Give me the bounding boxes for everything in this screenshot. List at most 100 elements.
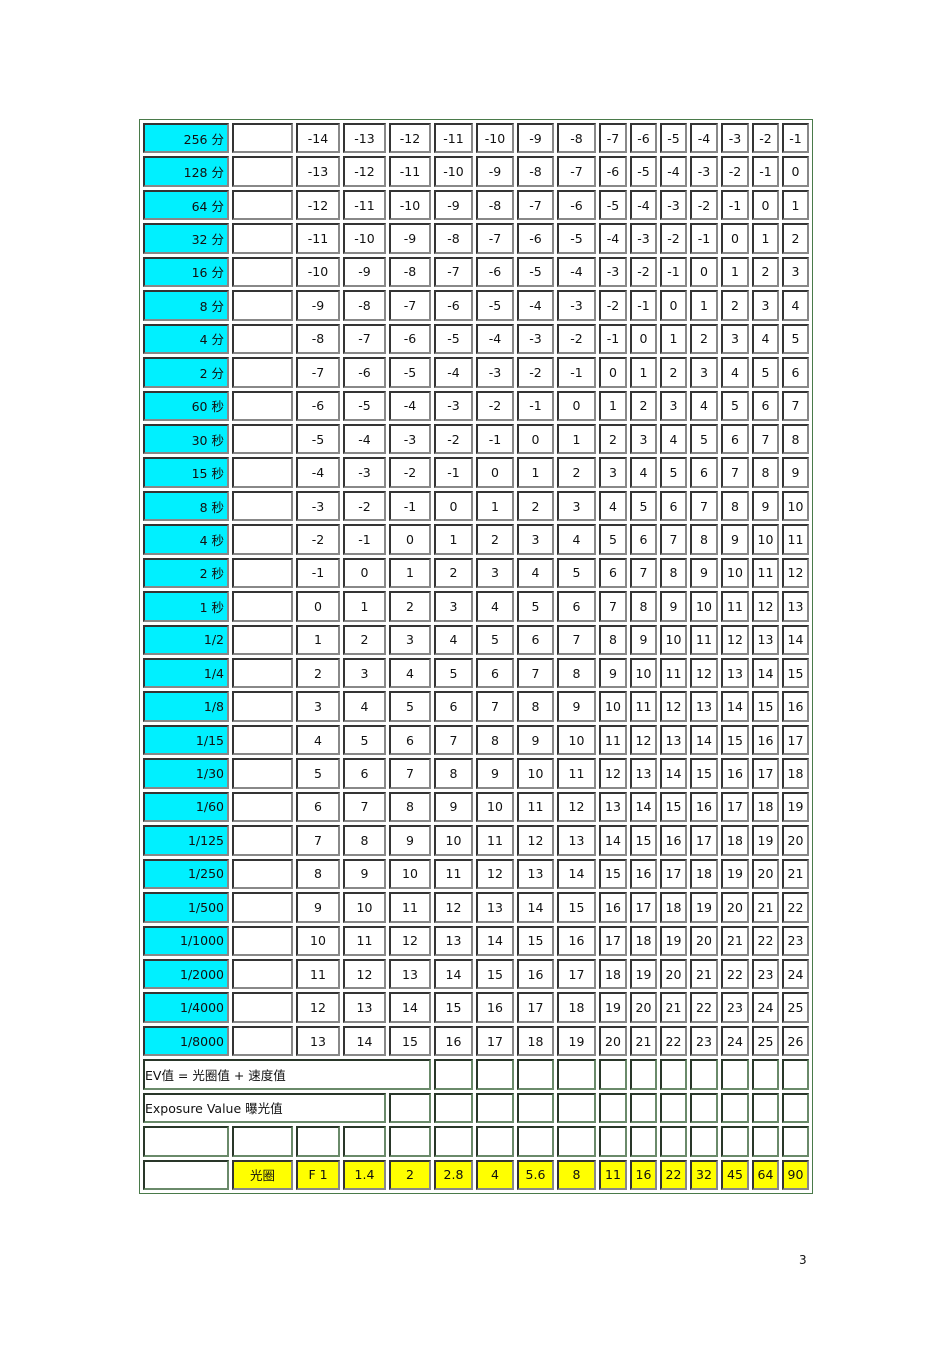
ev-value-cell: 0 [752, 189, 779, 221]
ev-value-cell: -9 [476, 156, 514, 187]
ev-value-cell: 9 [296, 892, 340, 923]
ev-value-cell: 3 [782, 256, 809, 288]
table-row: 64 分 -12 -11 -10 -9 -8 -7 -6 -5 -4 -3 -2 -1 0 1 [143, 189, 809, 221]
empty-cell [660, 1059, 687, 1090]
ev-value-cell: 25 [782, 992, 809, 1023]
empty-cell [232, 390, 293, 421]
ev-value-cell: -9 [517, 123, 554, 154]
ev-value-cell: 17 [599, 925, 627, 956]
empty-cell [232, 958, 293, 990]
ev-value-cell: 15 [434, 992, 473, 1023]
aperture-label: 光圈 [232, 1159, 293, 1190]
ev-value-cell: -3 [343, 457, 386, 488]
ev-value-cell: 9 [690, 557, 718, 589]
ev-value-cell: -4 [434, 357, 473, 388]
ev-value-cell: 17 [721, 791, 749, 823]
ev-value-cell: 3 [599, 457, 627, 488]
ev-value-cell: -1 [476, 423, 514, 455]
ev-value-cell: 9 [782, 457, 809, 488]
ev-value-cell: 21 [690, 958, 718, 990]
empty-cell [343, 1126, 386, 1157]
ev-value-cell: -11 [389, 156, 431, 187]
table-row: 2 分 -7 -6 -5 -4 -3 -2 -1 0 1 2 3 4 5 6 [143, 357, 809, 388]
ev-value-cell: -5 [389, 357, 431, 388]
ev-value-cell: 10 [660, 624, 687, 655]
empty-cell [232, 524, 293, 555]
aperture-value-cell: 64 [752, 1159, 779, 1190]
ev-value-cell: 0 [782, 156, 809, 187]
ev-value-cell: 2 [630, 390, 657, 421]
ev-value-cell: 5 [517, 591, 554, 622]
ev-value-cell: 1 [752, 223, 779, 254]
ev-value-cell: 17 [517, 992, 554, 1023]
ev-value-cell: -4 [630, 189, 657, 221]
ev-formula: EV值 = 光圈值 + 速度值 [143, 1059, 431, 1090]
ev-value-cell: 0 [557, 390, 596, 421]
shutter-speed-label: 1/500 [143, 892, 229, 923]
ev-value-cell: 14 [557, 858, 596, 890]
ev-value-cell: 12 [630, 724, 657, 756]
empty-cell [232, 1025, 293, 1057]
ev-value-cell: -10 [389, 189, 431, 221]
table-row: 1/8000 13 14 15 16 17 18 19 20 21 22 23 24 25 26 [143, 1025, 809, 1057]
table-row: 1/2000 11 12 13 14 15 16 17 18 19 20 21 22 23 24 [143, 958, 809, 990]
table-row: 256 分 -14 -13 -12 -11 -10 -9 -8 -7 -6 -5 -4 -3 -2 -1 [143, 123, 809, 154]
empty-cell [630, 1059, 657, 1090]
ev-value-cell: 0 [660, 290, 687, 321]
aperture-value-cell: 2.8 [434, 1159, 473, 1190]
ev-value-cell: 15 [476, 958, 514, 990]
shutter-speed-label: 1/125 [143, 825, 229, 856]
ev-value-cell: -7 [557, 156, 596, 187]
shutter-speed-label: 15 秒 [143, 457, 229, 488]
empty-cell [690, 1059, 718, 1090]
ev-value-cell: 13 [389, 958, 431, 990]
ev-value-cell: 23 [690, 1025, 718, 1057]
ev-value-cell: 14 [721, 691, 749, 722]
ev-value-cell: 22 [752, 925, 779, 956]
empty-cell [389, 1092, 431, 1124]
shutter-speed-label: 60 秒 [143, 390, 229, 421]
ev-value-cell: 13 [434, 925, 473, 956]
empty-cell [599, 1092, 627, 1124]
ev-value-cell: 2 [752, 256, 779, 288]
ev-value-cell: -12 [343, 156, 386, 187]
ev-value-cell: 18 [752, 791, 779, 823]
ev-value-cell: 10 [752, 524, 779, 555]
exposure-value-row: Exposure Value 曝光值 [143, 1092, 809, 1124]
ev-value-cell: 5 [343, 724, 386, 756]
table-row: 1/1000 10 11 12 13 14 15 16 17 18 19 20 21 22 23 [143, 925, 809, 956]
ev-value-cell: 18 [782, 758, 809, 789]
ev-value-cell: 8 [343, 825, 386, 856]
ev-value-cell: 9 [660, 591, 687, 622]
ev-value-cell: 13 [517, 858, 554, 890]
ev-value-cell: -1 [630, 290, 657, 321]
ev-value-cell: 3 [721, 323, 749, 355]
ev-value-cell: 1 [517, 457, 554, 488]
formula-row: EV值 = 光圈值 + 速度值 [143, 1059, 809, 1090]
ev-value-cell: 2 [296, 658, 340, 689]
empty-cell [232, 691, 293, 722]
ev-value-cell: 11 [434, 858, 473, 890]
ev-value-cell: 18 [721, 825, 749, 856]
empty-cell [557, 1059, 596, 1090]
ev-value-cell: 10 [296, 925, 340, 956]
table-row: 1/500 9 10 11 12 13 14 15 16 17 18 19 20 21 22 [143, 892, 809, 923]
aperture-value-cell: 4 [476, 1159, 514, 1190]
ev-value-cell: 1 [434, 524, 473, 555]
ev-value-cell: 0 [296, 591, 340, 622]
ev-value-cell: 0 [343, 557, 386, 589]
ev-value-cell: 3 [434, 591, 473, 622]
ev-value-cell: -3 [599, 256, 627, 288]
empty-cell [143, 1159, 229, 1190]
table-row: 4 分 -8 -7 -6 -5 -4 -3 -2 -1 0 1 2 3 4 5 [143, 323, 809, 355]
ev-value-cell: 13 [782, 591, 809, 622]
ev-value-cell: -9 [296, 290, 340, 321]
ev-value-cell: -9 [434, 189, 473, 221]
ev-value-cell: 10 [434, 825, 473, 856]
ev-value-cell: -7 [599, 123, 627, 154]
empty-cell [434, 1092, 473, 1124]
ev-value-cell: 13 [690, 691, 718, 722]
ev-value-cell: 2 [434, 557, 473, 589]
ev-value-cell: 17 [752, 758, 779, 789]
ev-value-cell: 4 [660, 423, 687, 455]
